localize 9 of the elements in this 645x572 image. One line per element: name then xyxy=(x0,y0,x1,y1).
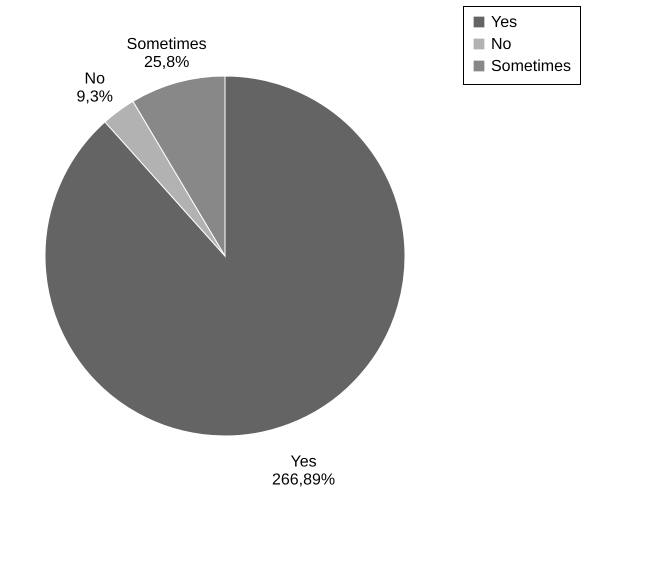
data-label: 266,89% xyxy=(272,471,336,488)
slice-label: No xyxy=(84,70,106,88)
slice-label: Yes xyxy=(290,453,317,470)
legend-label: Yes xyxy=(491,14,518,31)
data-label: 9,3% xyxy=(76,88,113,106)
slice-label: Sometimes xyxy=(126,36,207,53)
legend-label: Sometimes xyxy=(491,58,572,75)
data-label: 25,8% xyxy=(144,54,190,71)
legend-label: No xyxy=(491,36,512,53)
